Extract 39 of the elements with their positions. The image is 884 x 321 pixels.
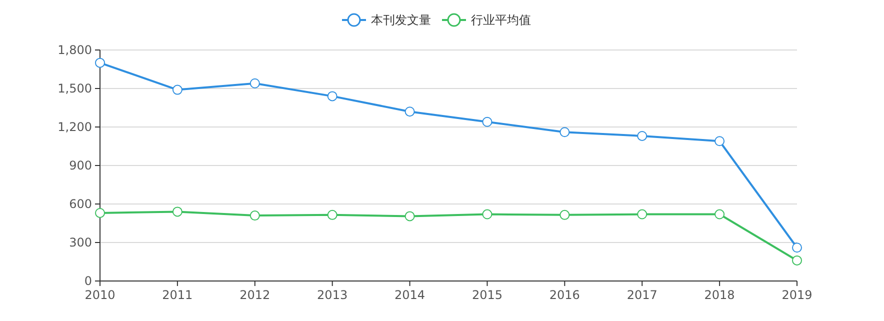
x-tick-label: 2018	[704, 288, 735, 302]
x-tick-label: 2011	[162, 288, 193, 302]
point	[404, 106, 415, 117]
y-tick-label: 900	[69, 158, 92, 173]
y-tick-label: 1,800	[58, 43, 92, 58]
point	[792, 255, 802, 266]
x-tick-label: 2019	[782, 288, 812, 302]
point	[714, 209, 725, 220]
point	[327, 210, 338, 220]
point	[637, 130, 648, 141]
point	[172, 84, 182, 95]
point	[95, 58, 105, 68]
x-tick-label: 2014	[394, 288, 426, 302]
point	[482, 209, 492, 220]
point	[560, 127, 570, 138]
point	[792, 242, 802, 253]
y-tick-label: 0	[84, 274, 92, 288]
x-tick-label: 2012	[240, 288, 270, 302]
point	[560, 210, 570, 220]
y-tick-label: 600	[69, 197, 92, 212]
legend-label: 本刊发文量	[371, 13, 431, 28]
point	[95, 208, 105, 218]
x-tick-label: 2016	[549, 288, 580, 302]
point	[637, 209, 648, 220]
point	[482, 116, 492, 127]
y-tick-label: 300	[69, 236, 92, 250]
y-tick-label: 1,200	[58, 120, 92, 134]
point	[404, 211, 415, 222]
y-tick-label: 1,500	[58, 82, 92, 96]
x-tick-label: 2010	[84, 288, 116, 302]
point	[250, 78, 260, 88]
legend-label: 行业平均值	[471, 13, 531, 28]
point	[172, 206, 182, 217]
x-tick-label: 2017	[626, 288, 658, 302]
point	[714, 136, 725, 146]
point	[327, 91, 338, 102]
point	[250, 210, 260, 221]
x-tick-label: 2013	[317, 288, 348, 302]
x-tick-label: 2015	[472, 288, 502, 302]
